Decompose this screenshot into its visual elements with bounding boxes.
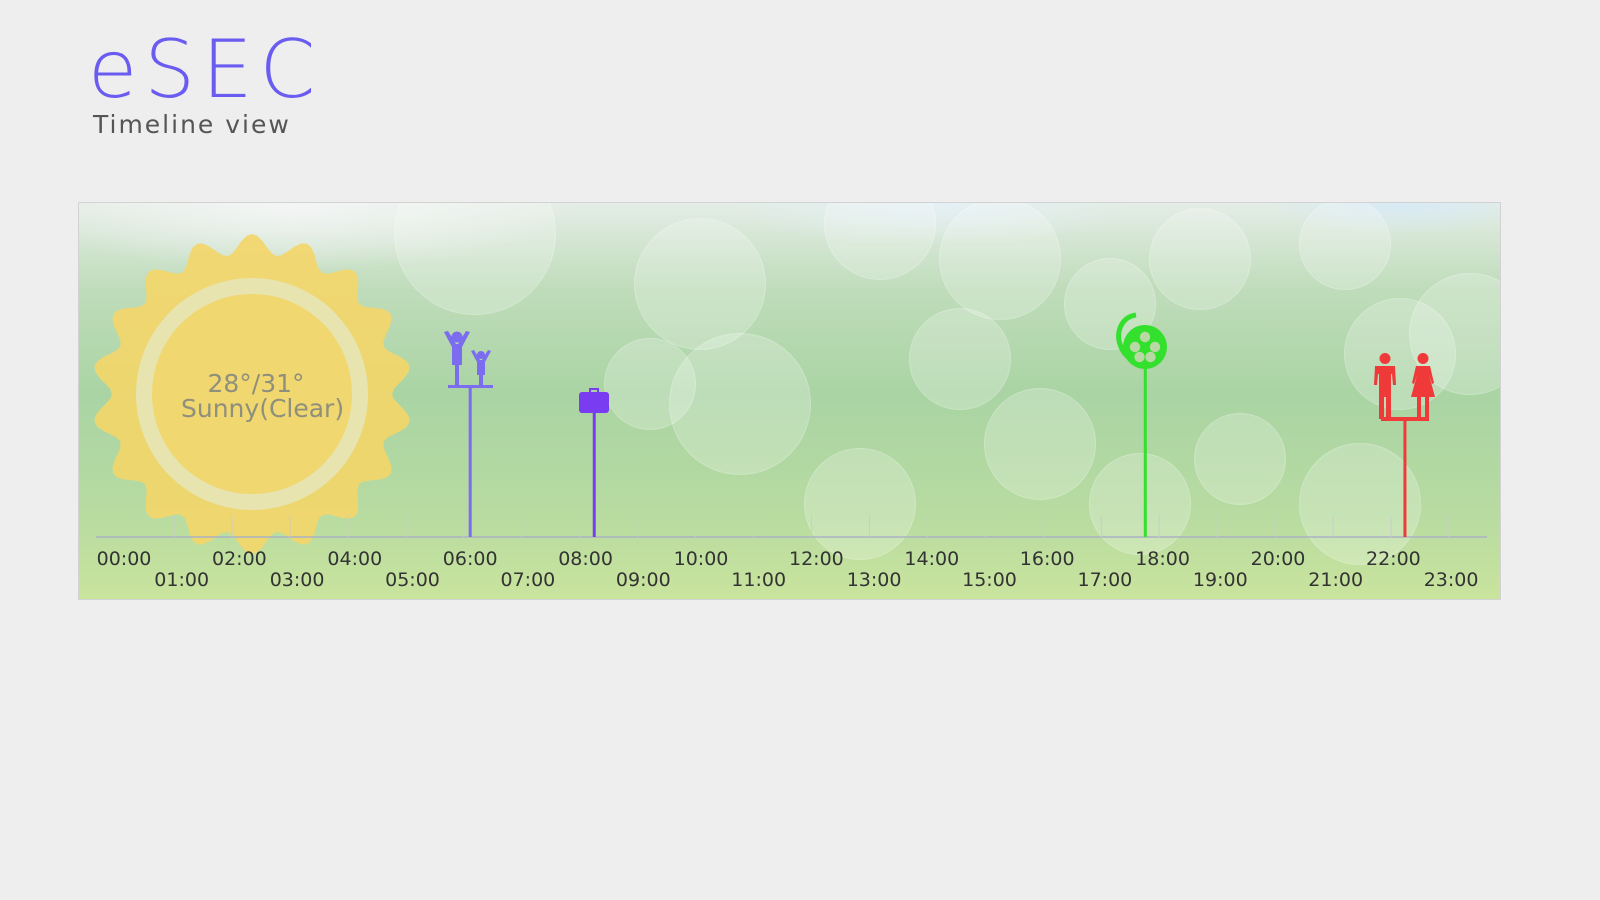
hour-label: 11:00 <box>731 569 787 591</box>
weather-widget[interactable] <box>91 233 421 567</box>
hour-label: 20:00 <box>1250 548 1306 570</box>
hour-label: 09:00 <box>615 569 671 591</box>
family-event[interactable] <box>435 329 505 399</box>
sun-icon <box>94 234 410 554</box>
hour-label: 05:00 <box>385 569 440 591</box>
hour-label: 19:00 <box>1192 569 1248 591</box>
hour-label: 00:00 <box>96 548 152 570</box>
event-stems <box>468 367 1407 537</box>
hour-label: 06:00 <box>442 548 498 570</box>
briefcase-icon <box>579 388 610 413</box>
hour-label: 13:00 <box>846 569 902 591</box>
axis-ticks <box>173 515 1450 537</box>
hour-label: 15:00 <box>962 569 1017 591</box>
timeline-panel: 28°/31° Sunny(Clear) 00:00 01:00 02:00 03:0… <box>78 202 1501 600</box>
couple-event[interactable] <box>1371 353 1441 423</box>
film-reel-icon <box>1116 312 1168 369</box>
hour-label: 16:00 <box>1019 548 1075 570</box>
hour-label: 21:00 <box>1308 569 1364 591</box>
work-event[interactable] <box>577 387 611 415</box>
brand-header: eSEC Timeline view <box>88 28 322 140</box>
hour-label: 12:00 <box>789 548 844 570</box>
movie-event[interactable] <box>1111 311 1171 375</box>
hour-label: 23:00 <box>1423 569 1479 591</box>
weather-info: 28°/31° Sunny(Clear) <box>181 369 345 423</box>
view-subtitle: Timeline view <box>93 110 291 139</box>
hour-label: 17:00 <box>1077 569 1133 591</box>
couple-icon <box>1373 353 1435 421</box>
timeline-axis <box>96 367 1487 538</box>
hour-label: 01:00 <box>154 569 210 591</box>
hour-label: 18:00 <box>1135 548 1190 570</box>
hour-label: 07:00 <box>500 569 556 591</box>
hour-label: 02:00 <box>212 548 267 570</box>
weather-temperature: 28°/31° <box>207 369 305 398</box>
hour-label: 14:00 <box>904 548 960 570</box>
hour-label: 10:00 <box>673 548 729 570</box>
hour-label: 22:00 <box>1366 548 1421 570</box>
family-icon <box>444 331 494 388</box>
app-title: eSEC <box>88 23 323 116</box>
hour-label: 04:00 <box>327 548 383 570</box>
hour-label: 03:00 <box>269 569 325 591</box>
hour-label: 08:00 <box>558 548 613 570</box>
weather-condition: Sunny(Clear) <box>181 394 345 423</box>
